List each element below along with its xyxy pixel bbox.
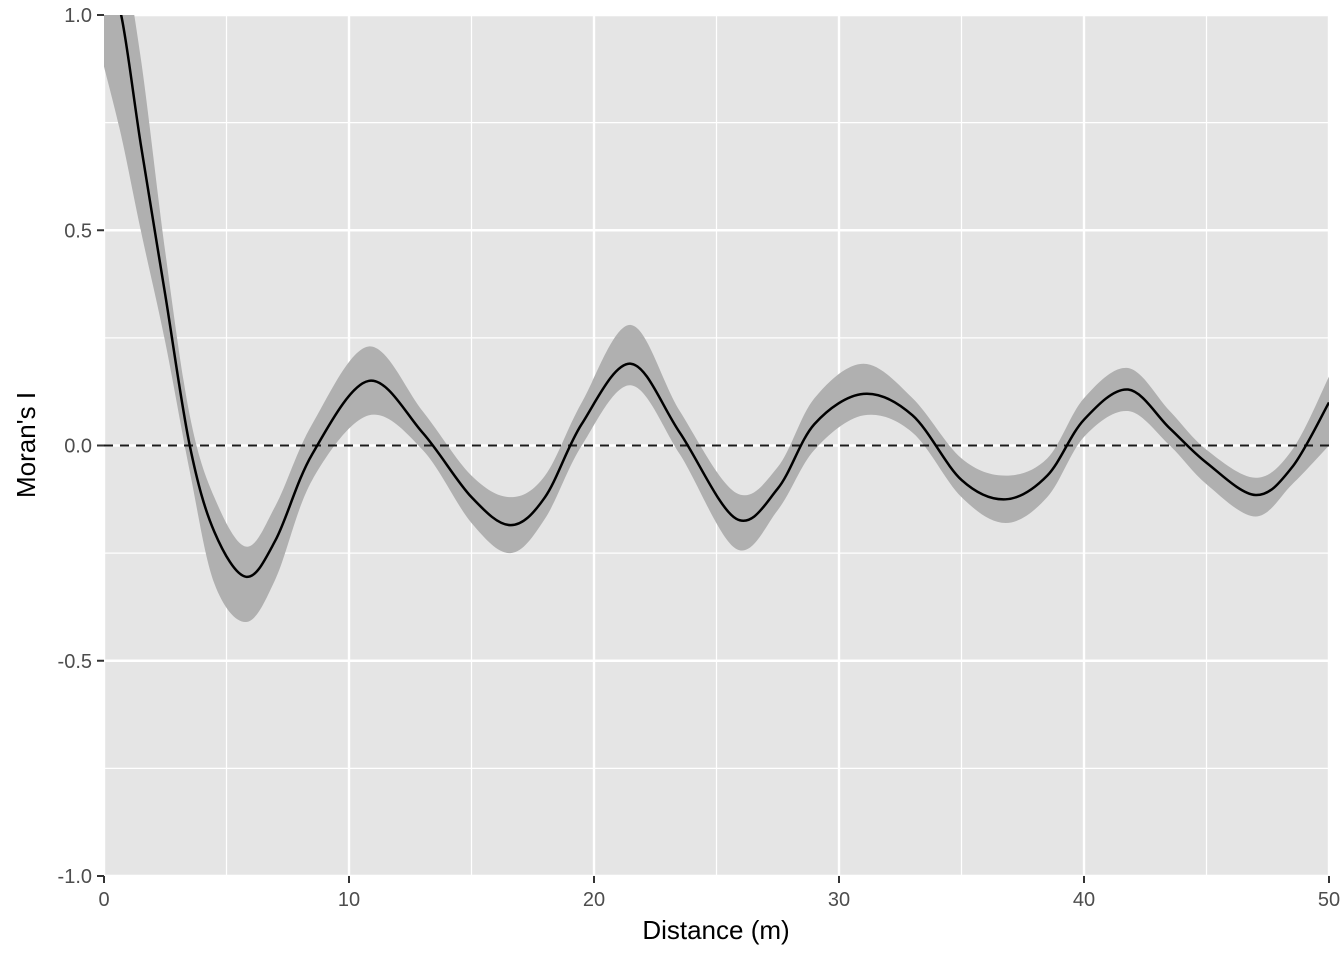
x-tick-label: 10 [338,889,360,911]
confidence-band [104,15,1329,623]
morans-i-line [119,15,1329,579]
x-tick-label: 0 [98,889,109,911]
y-axis-title: Moran's I [11,392,41,498]
y-tick-label: -1.0 [58,866,92,888]
x-tick-label: 40 [1073,889,1095,911]
x-axis-title: Distance (m) [642,915,789,945]
y-tick-label: 1.0 [64,5,92,27]
x-tick-label: 50 [1318,889,1340,911]
y-tick-label: -0.5 [58,651,92,673]
y-tick-label: 0.5 [64,220,92,242]
y-tick-label: 0.0 [64,436,92,458]
x-axis-ticks: 0 10 20 30 40 50 [98,876,1340,911]
y-axis-ticks: -1.0 -0.5 0.0 0.5 1.0 [58,5,104,888]
x-tick-label: 20 [583,889,605,911]
x-tick-label: 30 [828,889,850,911]
